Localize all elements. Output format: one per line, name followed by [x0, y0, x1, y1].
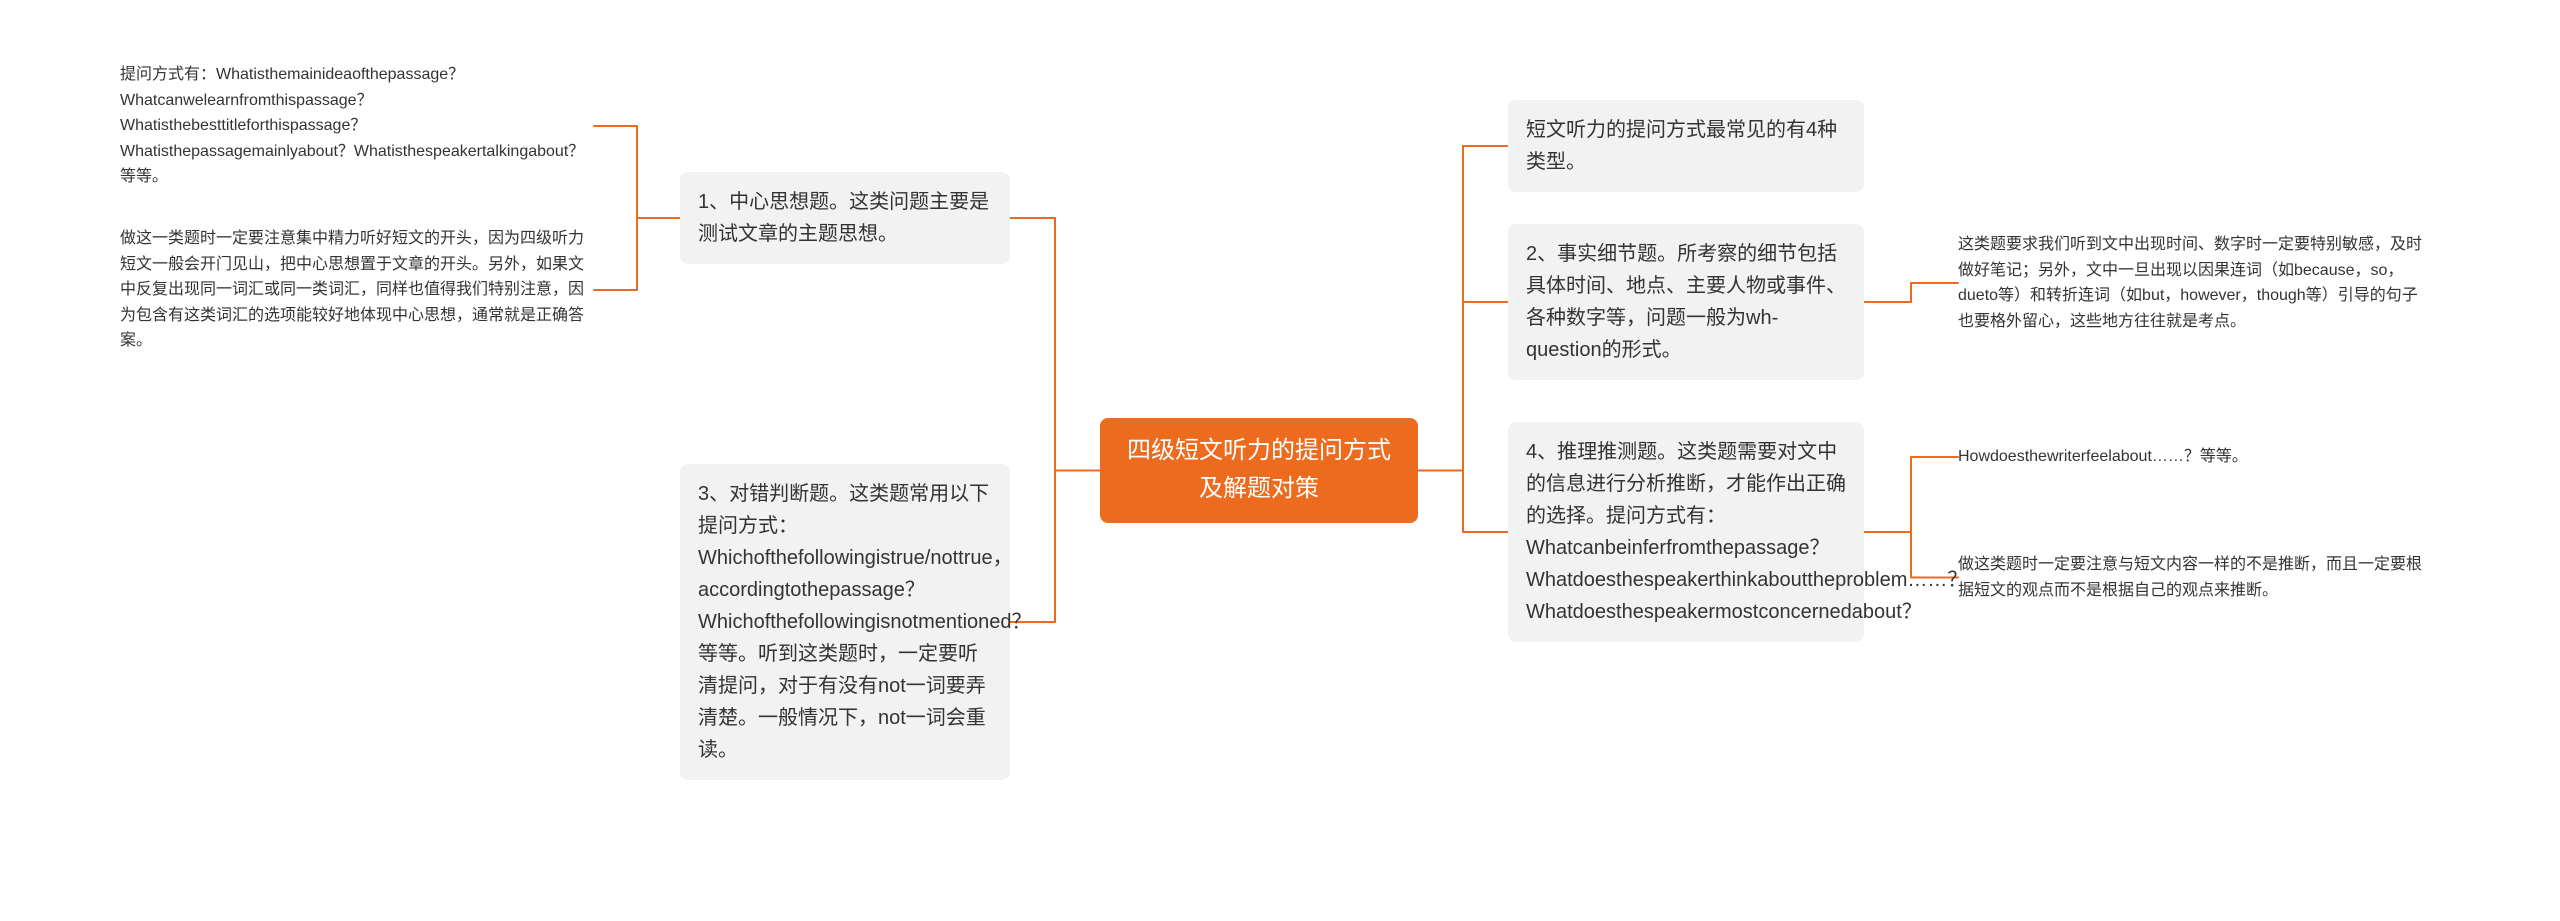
node-r2a: 这类题要求我们听到文中出现时间、数字时一定要特别敏感，及时做好笔记；另外，文中一…: [1958, 232, 2432, 334]
node-r3b: 做这类题时一定要注意与短文内容一样的不是推断，而且一定要根据短文的观点而不是根据…: [1958, 552, 2432, 603]
node-l1: 1、中心思想题。这类问题主要是测试文章的主题思想。: [680, 172, 1010, 264]
center-node: 四级短文听力的提问方式及解题对策: [1100, 418, 1418, 523]
node-r1: 短文听力的提问方式最常见的有4种类型。: [1508, 100, 1864, 192]
node-l1a: 提问方式有：Whatisthemainideaofthepassage？What…: [120, 62, 594, 190]
node-r3: 4、推理推测题。这类题需要对文中的信息进行分析推断，才能作出正确的选择。提问方式…: [1508, 422, 1864, 642]
node-r2: 2、事实细节题。所考察的细节包括具体时间、地点、主要人物或事件、各种数字等，问题…: [1508, 224, 1864, 380]
node-l2: 3、对错判断题。这类题常用以下提问方式：Whichofthefollowingi…: [680, 464, 1010, 780]
node-l1b: 做这一类题时一定要注意集中精力听好短文的开头，因为四级听力短文一般会开门见山，把…: [120, 226, 594, 354]
node-r3a: Howdoesthewriterfeelabout……？等等。: [1958, 444, 2432, 470]
mindmap-canvas: 四级短文听力的提问方式及解题对策 1、中心思想题。这类问题主要是测试文章的主题思…: [0, 0, 2560, 921]
